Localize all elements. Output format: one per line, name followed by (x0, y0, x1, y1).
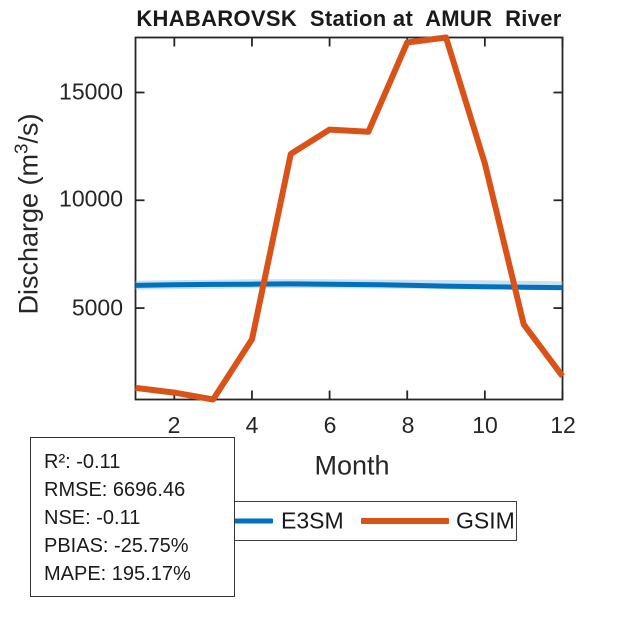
x-tick-label: 10 (472, 412, 498, 438)
stats-box: R²: -0.11 RMSE: 6696.46 NSE: -0.11 PBIAS… (30, 437, 235, 597)
stat-rmse: RMSE: 6696.46 (44, 479, 186, 501)
x-tick-label: 8 (401, 412, 415, 438)
legend-label-e3sm: E3SM (281, 507, 344, 534)
y-tick-label: 10000 (59, 185, 123, 212)
y-tick-label: 15000 (59, 78, 123, 105)
legend-label-gsim: GSIM (456, 507, 515, 534)
chart-title: KHABAROVSK Station at AMUR River (136, 6, 562, 31)
x-tick-label: 6 (323, 412, 337, 438)
x-tick-label: 4 (245, 412, 259, 438)
stat-r2: R²: -0.11 (44, 451, 121, 473)
stat-nse: NSE: -0.11 (44, 507, 141, 529)
y-tick-label: 5000 (71, 294, 123, 321)
x-axis-label: Month (314, 450, 390, 481)
legend-box: E3SM GSIM (181, 501, 517, 541)
x-tick-label: 12 (550, 412, 576, 438)
stat-mape: MAPE: 195.17% (44, 563, 191, 585)
x-tick-label: 2 (167, 412, 181, 438)
stat-pbias: PBIAS: -25.75% (44, 535, 189, 557)
legend-line-gsim (361, 518, 449, 524)
